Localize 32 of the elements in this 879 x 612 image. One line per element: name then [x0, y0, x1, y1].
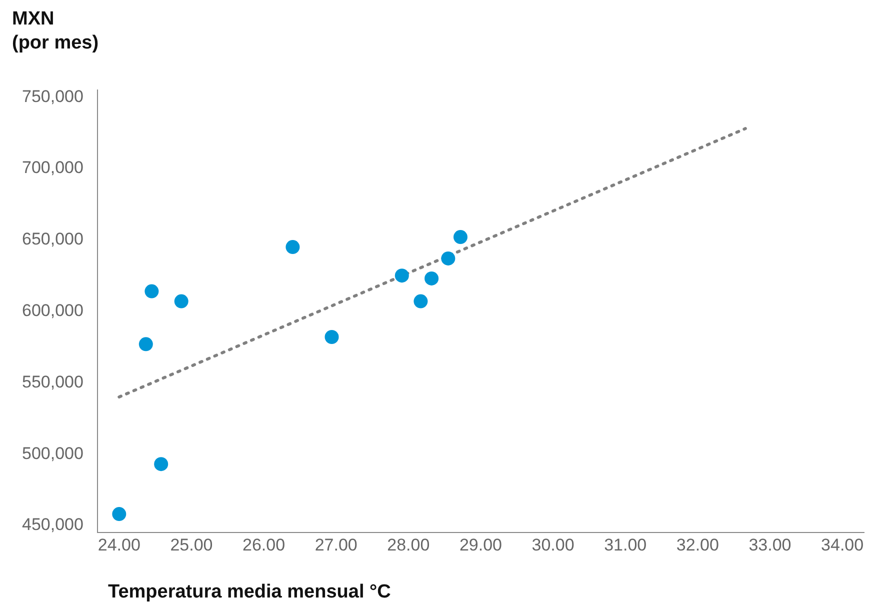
- x-tick-label: 28.00: [387, 535, 430, 554]
- y-tick-label: 450,000: [22, 515, 84, 534]
- y-axis-title: MXN (por mes): [12, 8, 99, 54]
- y-tick-label: 600,000: [22, 300, 84, 320]
- point: [453, 230, 468, 244]
- x-tick-label: 26.00: [242, 535, 286, 554]
- y-tick-label: 500,000: [22, 444, 84, 463]
- x-tick-label: 25.00: [170, 535, 213, 554]
- x-axis-title: Temperatura media mensual °C: [108, 582, 392, 603]
- point: [441, 251, 456, 266]
- y-tick-label: 700,000: [22, 158, 84, 178]
- point: [174, 294, 188, 308]
- point: [112, 507, 126, 522]
- x-tick-label: 31.00: [604, 535, 647, 554]
- x-tick-label: 33.00: [748, 535, 792, 554]
- x-tick-label: 30.00: [532, 535, 574, 554]
- point: [286, 240, 300, 254]
- x-tick-label: 27.00: [314, 535, 358, 554]
- point: [414, 294, 428, 308]
- point: [394, 268, 409, 283]
- point: [324, 330, 339, 344]
- point: [154, 457, 168, 472]
- y-tick-label: 650,000: [22, 230, 84, 249]
- y-tick-label: 550,000: [22, 372, 84, 392]
- point: [144, 284, 159, 298]
- x-tick-label: 29.00: [459, 535, 502, 554]
- point: [138, 337, 153, 352]
- y-tick-label: 750,000: [22, 86, 84, 106]
- x-tick-label: 24.00: [98, 535, 140, 554]
- point: [424, 271, 439, 286]
- x-tick-label: 32.00: [676, 535, 719, 554]
- x-tick-label: 34.00: [821, 535, 864, 554]
